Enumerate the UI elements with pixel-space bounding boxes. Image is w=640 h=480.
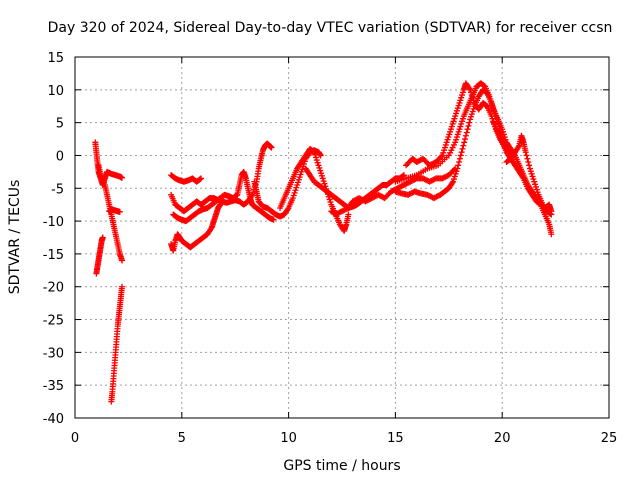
data-point: [449, 180, 456, 187]
y-tick-label: -15: [43, 248, 64, 263]
data-point: [464, 126, 471, 133]
series-arc-8: [168, 140, 275, 215]
data-point: [118, 257, 125, 264]
series-arc-3: [93, 234, 106, 277]
y-tick-label: -35: [43, 379, 64, 394]
data-point: [548, 231, 555, 238]
data-point: [458, 149, 465, 156]
data-point: [455, 162, 462, 169]
data-point: [547, 210, 554, 217]
data-point: [198, 175, 205, 182]
x-tick-label: 25: [601, 431, 618, 446]
data-point: [461, 139, 468, 146]
data-point: [463, 129, 470, 136]
series-arc-9: [170, 168, 277, 225]
y-tick-label: -40: [43, 412, 64, 427]
data-point: [459, 145, 466, 152]
x-tick-label: 10: [280, 431, 297, 446]
x-tick-label: 0: [71, 431, 79, 446]
data-point: [526, 162, 533, 169]
series-arc-4: [106, 206, 123, 215]
data-point: [466, 119, 473, 126]
data-point: [462, 136, 469, 143]
ticks: [74, 56, 610, 419]
data-point: [515, 143, 522, 150]
series-arc-10: [251, 147, 324, 220]
data-point: [466, 85, 473, 92]
plot-frame: [74, 56, 610, 419]
data-point: [456, 159, 463, 166]
data-point: [456, 155, 463, 162]
data-point: [460, 142, 467, 149]
x-tick-label: 15: [387, 431, 404, 446]
data-point: [118, 283, 125, 290]
chart-title: Day 320 of 2024, Sidereal Day-to-day VTE…: [48, 20, 613, 36]
data-point: [522, 149, 529, 156]
series-arc-18: [503, 132, 555, 218]
data-point: [284, 206, 291, 213]
y-tick-label: -30: [43, 346, 64, 361]
series-arc-2: [95, 162, 125, 264]
data-point: [519, 174, 526, 181]
data-point: [524, 155, 531, 162]
data-point: [462, 132, 469, 139]
series-arc-5: [108, 283, 125, 405]
series-arc-7: [168, 201, 224, 254]
data-point: [454, 165, 461, 172]
series-arc-11: [277, 145, 352, 234]
y-tick-label: 5: [56, 117, 64, 132]
data-point: [548, 211, 555, 218]
y-tick-label: -5: [51, 182, 64, 197]
y-tick-label: 15: [47, 51, 64, 66]
data-point: [523, 152, 530, 159]
grid: [75, 57, 609, 418]
data-point: [525, 159, 532, 166]
y-tick-label: 10: [47, 84, 64, 99]
x-axis-label: GPS time / hours: [283, 458, 400, 474]
data-point: [197, 176, 204, 183]
data-point: [465, 122, 472, 129]
series-arc-6: [168, 172, 205, 185]
data-point: [116, 208, 123, 215]
y-tick-label: 0: [56, 149, 64, 164]
y-tick-label: -20: [43, 281, 64, 296]
x-tick-labels: 0 5 10 15 20 25: [71, 431, 617, 446]
y-tick-label: -25: [43, 314, 64, 329]
x-tick-label: 5: [178, 431, 186, 446]
data-markers: [92, 80, 555, 405]
x-tick-label: 20: [494, 431, 511, 446]
y-axis-label: SDTVAR / TECUs: [7, 180, 23, 295]
data-point: [118, 174, 125, 181]
y-tick-label: -10: [43, 215, 64, 230]
data-point: [438, 153, 445, 160]
data-point: [270, 216, 277, 223]
y-tick-labels: 15 10 5 0 -5 -10 -15 -20 -25 -30 -35 -40: [43, 51, 64, 427]
data-point: [345, 211, 352, 218]
data-point: [268, 144, 275, 151]
data-point: [310, 148, 317, 155]
data-point: [457, 152, 464, 159]
data-point: [317, 152, 324, 159]
series-arc-1: [92, 139, 125, 188]
data-point: [99, 234, 106, 241]
